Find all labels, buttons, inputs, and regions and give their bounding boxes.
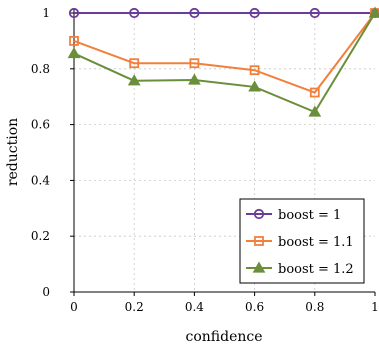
legend-item: boost = 1 — [246, 208, 341, 223]
x-axis-ticks: 0 0.2 0.4 0.6 0.8 1 — [70, 292, 379, 314]
data-point — [249, 65, 260, 76]
y-tick-label: 1 — [42, 6, 50, 20]
data-point — [309, 87, 320, 98]
series-line — [73, 12, 376, 114]
data-point — [189, 58, 200, 69]
x-tick-label: 1 — [371, 300, 379, 314]
data-point — [248, 80, 261, 92]
x-tick-label: 0.6 — [245, 300, 264, 314]
legend-item: boost = 1.2 — [246, 261, 354, 277]
series-3 — [67, 6, 379, 117]
legend: boost = 1 boost = 1.1 boost = 1.2 — [239, 198, 365, 284]
legend-marker — [253, 208, 265, 220]
series-1 — [68, 7, 379, 19]
y-tick-label: 0.8 — [31, 62, 50, 76]
x-tick-label: 0.4 — [185, 300, 204, 314]
y-axis-title: reduction — [5, 118, 21, 186]
legend-marker — [254, 236, 264, 246]
y-axis-ticks: 0 0.2 0.4 0.6 0.8 1 — [31, 6, 74, 299]
data-point — [129, 7, 140, 19]
legend-label: boost = 1.2 — [278, 262, 354, 277]
y-tick-label: 0 — [42, 285, 50, 299]
data-point — [308, 105, 322, 117]
legend-marker — [252, 261, 266, 273]
legend-item: boost = 1.1 — [246, 235, 354, 250]
x-tick-label: 0.2 — [125, 300, 144, 314]
data-point — [309, 7, 320, 19]
data-point — [189, 7, 200, 19]
series-line — [73, 12, 376, 94]
data-point — [368, 6, 379, 18]
x-tick-label: 0.8 — [305, 300, 324, 314]
data-point — [67, 46, 81, 59]
data-point — [249, 7, 260, 19]
data-point — [69, 36, 79, 46]
y-tick-label: 0.6 — [31, 118, 50, 132]
data-point — [188, 73, 201, 85]
y-tick-label: 0.4 — [31, 173, 50, 187]
data-point — [129, 58, 140, 69]
x-axis-title: confidence — [185, 329, 262, 345]
x-tick-label: 0 — [70, 300, 78, 314]
y-tick-label: 0.2 — [31, 229, 50, 243]
series-group — [67, 6, 379, 117]
data-point — [127, 74, 141, 86]
legend-label: boost = 1.1 — [278, 235, 354, 250]
legend-label: boost = 1 — [278, 208, 341, 223]
data-point — [68, 7, 80, 19]
